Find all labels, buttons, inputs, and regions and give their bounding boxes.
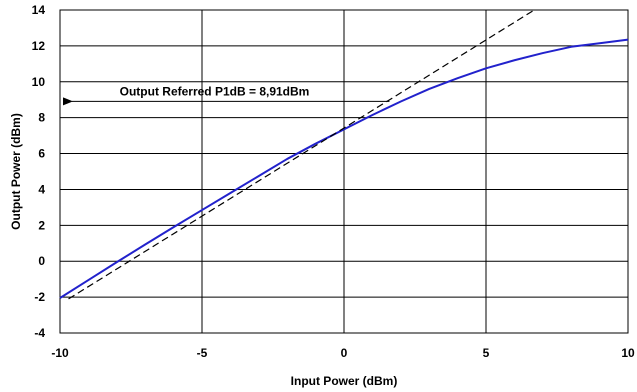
x-axis-title: Input Power (dBm): [291, 374, 398, 388]
y-tick-label: 8: [38, 111, 45, 125]
y-tick-label: 10: [32, 75, 46, 89]
y-tick-label: 4: [38, 182, 45, 196]
x-tick-labels: -10 -5 0 5 10: [51, 346, 635, 360]
y-tick-label: 2: [38, 218, 45, 232]
y-tick-label: -4: [34, 326, 45, 340]
x-tick-label: -5: [197, 346, 208, 360]
y-tick-labels: -4 -2 0 2 4 6 8 10 12 14: [32, 3, 46, 340]
y-tick-label: 6: [38, 147, 45, 161]
output-power-curve: [59, 38, 629, 299]
x-tick-label: -10: [51, 346, 69, 360]
x-tick-label: 10: [621, 346, 635, 360]
annotation-label: Output Referred P1dB = 8,91dBm: [120, 84, 310, 98]
x-tick-label: 5: [483, 346, 490, 360]
y-tick-label: -2: [34, 290, 45, 304]
x-tick-label: 0: [341, 346, 348, 360]
y-tick-label: 14: [32, 3, 46, 17]
grid: [59, 9, 629, 334]
y-axis-title: Output Power (dBm): [9, 113, 23, 230]
plot-area: [59, 9, 629, 334]
ideal-linear-line: [68, 9, 535, 300]
y-tick-label: 0: [38, 254, 45, 268]
y-tick-label: 12: [32, 39, 46, 53]
annotation-group: Output Referred P1dB = 8,91dBm: [63, 84, 390, 106]
series-group: [59, 9, 629, 300]
